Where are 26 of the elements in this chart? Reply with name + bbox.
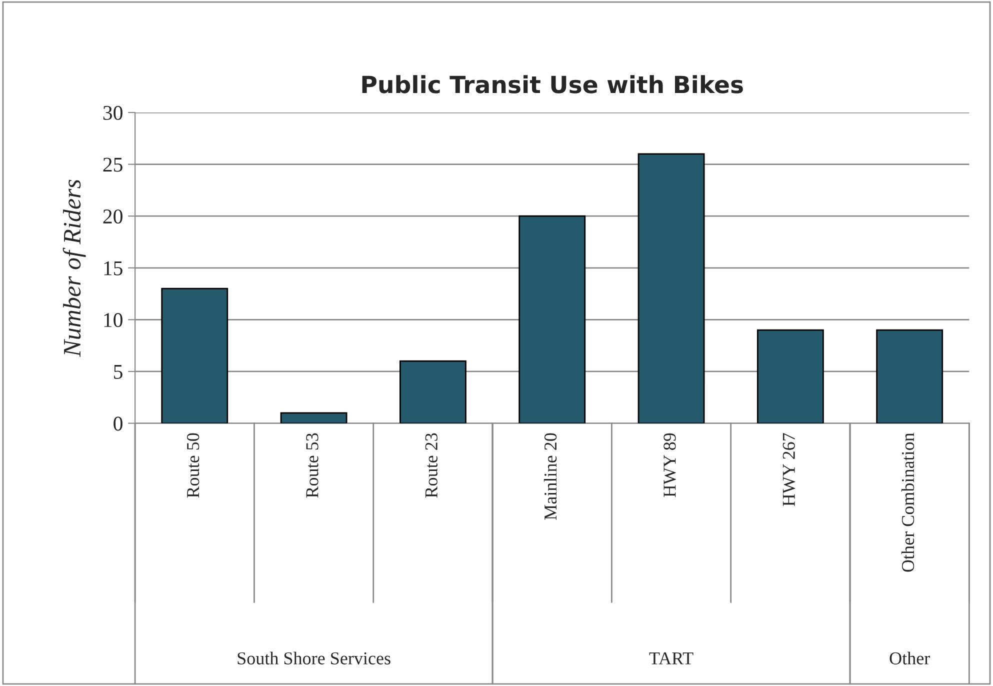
chart-title: Public Transit Use with Bikes	[362, 75, 743, 94]
x-tick-label: Route 23	[425, 433, 438, 498]
bar	[518, 215, 586, 424]
x-tick-label: HWY 89	[664, 433, 676, 498]
y-tick-label: 0	[114, 416, 122, 431]
y-tick-label: 15	[104, 261, 122, 276]
y-tick-label: 5	[114, 365, 122, 379]
y-tick-label: 20	[103, 209, 122, 224]
text: South Shore Services	[238, 652, 390, 664]
bar	[399, 360, 466, 424]
text: Other	[890, 652, 930, 664]
bar	[280, 412, 348, 424]
y-tick-label: 30	[103, 106, 122, 120]
y-tick-label: 25	[103, 158, 122, 172]
y-tick-label: 10	[104, 313, 122, 328]
x-tick-label: HWY 267	[782, 433, 796, 506]
bar	[756, 329, 824, 424]
x-tick-label: Other Combination	[901, 432, 914, 572]
bar	[876, 329, 944, 424]
bar	[638, 153, 705, 424]
y-axis-title: Number of Riders	[62, 180, 86, 357]
bar	[161, 288, 228, 424]
text: TART	[649, 652, 694, 664]
x-tick-label: Route 50	[186, 433, 200, 498]
x-tick-label: Route 53	[306, 433, 318, 498]
x-tick-label: Mainline 20	[544, 433, 557, 520]
